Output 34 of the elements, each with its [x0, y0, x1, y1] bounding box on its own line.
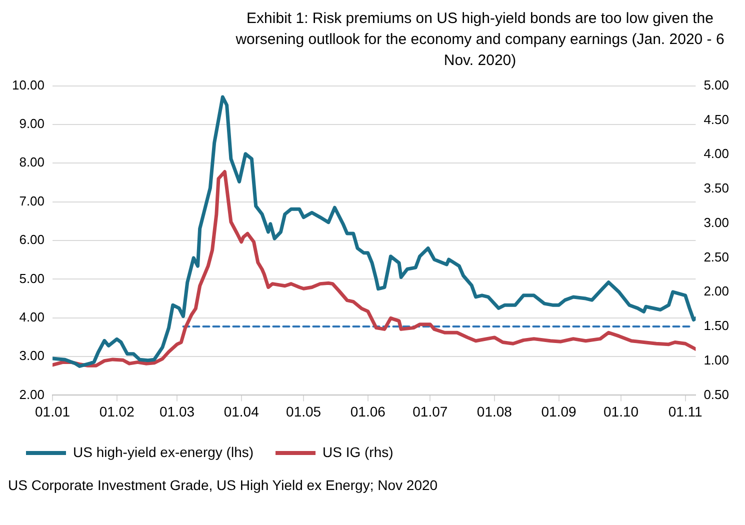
x-tick-label: 01.07 — [412, 403, 448, 420]
x-tick-label: 01.05 — [286, 403, 322, 420]
y-tick-label: 3.00 — [19, 348, 45, 364]
y2-tick-label: 4.00 — [704, 146, 730, 162]
y2-tick-label: 5.00 — [704, 77, 730, 92]
y-tick-label: 2.00 — [19, 386, 45, 402]
x-tick-label: 01.10 — [603, 403, 639, 420]
x-tick-label: 01.04 — [224, 403, 260, 420]
x-tick-label: 01.03 — [159, 403, 195, 420]
y2-tick-label: 1.00 — [704, 352, 730, 368]
y2-tick-label: 1.50 — [704, 318, 730, 334]
y-tick-label: 9.00 — [19, 116, 45, 132]
y2-tick-label: 3.00 — [704, 214, 730, 230]
y2-tick-label: 4.50 — [704, 112, 730, 127]
y-tick-label: 6.00 — [19, 232, 45, 248]
y-tick-label: 4.00 — [19, 309, 45, 324]
y2-tick-label: 3.50 — [704, 180, 730, 196]
y-tick-label: 8.00 — [19, 154, 45, 170]
text: US Corporate Investment Grade, US High Yield ex Energy; Nov 2020 — [8, 476, 439, 495]
x-tick-label: 01.11 — [668, 403, 703, 420]
y2-tick-label: 2.50 — [704, 249, 730, 264]
y2-tick-label: 2.00 — [704, 284, 730, 299]
chart-title: Exhibit 1: Risk premiums on US high-yield bonds are too low given the worsening outllook for the economy and company earnings (Jan. 2020 - 6 Nov. 2020) — [234, 9, 726, 71]
y-tick-label: 5.00 — [19, 270, 45, 286]
y2-tick-label: 0.50 — [704, 386, 730, 402]
y-tick-label: 10.00 — [12, 77, 45, 92]
x-tick-label: 01.09 — [541, 403, 576, 420]
y-tick-label: 7.00 — [19, 193, 45, 208]
x-tick-label: 01.06 — [350, 403, 386, 420]
legend-label: US high-yield ex-energy (lhs) — [73, 444, 254, 460]
x-tick-label: 01.08 — [476, 403, 512, 420]
x-tick-label: 01.01 — [35, 403, 70, 420]
legend-label: US IG (rhs) — [322, 444, 394, 460]
x-tick-label: 01.02 — [99, 403, 135, 420]
